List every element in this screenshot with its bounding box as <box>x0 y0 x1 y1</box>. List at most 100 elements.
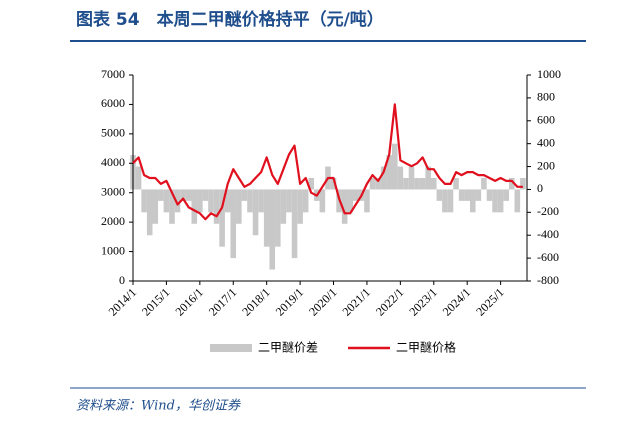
area-bar <box>380 166 387 190</box>
area-bar <box>258 189 264 213</box>
y-tick-label: 1000 <box>101 243 125 257</box>
x-tick-label: 2023/1 <box>406 285 439 318</box>
area-bar <box>163 189 170 213</box>
area-bar <box>286 189 292 213</box>
y-tick-label: 6000 <box>101 96 125 110</box>
y-tick-label: 5000 <box>101 126 125 140</box>
area-bar <box>291 189 298 259</box>
x-tick-label: 2016/1 <box>172 285 205 318</box>
area-bar <box>269 189 276 270</box>
area-bar <box>330 178 337 190</box>
area-bar <box>308 178 315 190</box>
price-line <box>132 103 523 221</box>
area-bar <box>397 166 404 190</box>
x-tick-label: 2017/1 <box>206 285 239 318</box>
y2-tick-label: -600 <box>537 250 559 264</box>
source: 资料来源：Wind，华创证券 <box>76 399 241 414</box>
area-bar <box>436 189 443 201</box>
y-tick-label: 3000 <box>101 184 125 198</box>
area-bar <box>197 189 203 213</box>
x-tick-label: 2022/1 <box>373 285 406 318</box>
area-bar <box>469 189 476 213</box>
area-bar <box>375 178 381 190</box>
area-bar <box>464 189 470 201</box>
y2-tick-label: 400 <box>537 135 555 149</box>
legend-label: 二甲醚价格 <box>396 340 456 355</box>
x-tick-label: 2019/1 <box>273 285 306 318</box>
area-bar <box>475 189 482 201</box>
area-bar <box>146 189 153 236</box>
area-bar <box>442 189 448 213</box>
area-bar <box>174 189 181 213</box>
area-bar <box>508 178 515 190</box>
area-bar <box>152 189 159 224</box>
y-tick-label: 0 <box>119 273 125 287</box>
y-tick-label: 7000 <box>101 67 125 81</box>
area-bar <box>425 166 431 190</box>
y2-tick-label: -400 <box>537 227 559 241</box>
area-bar <box>364 189 370 213</box>
x-tick-label: 2025/1 <box>473 285 506 318</box>
area-bar <box>386 155 393 190</box>
area-bar <box>419 178 426 190</box>
legend-swatch <box>210 344 252 352</box>
area-bar <box>224 189 231 213</box>
x-tick-label: 2015/1 <box>139 285 172 318</box>
area-bar <box>208 189 214 213</box>
area-bar <box>514 189 521 213</box>
area-bar <box>141 189 147 213</box>
y2-tick-label: 200 <box>537 158 555 172</box>
area-bar <box>458 189 465 201</box>
area-bar <box>492 189 498 213</box>
area-bar <box>158 189 164 201</box>
area-bar <box>414 178 420 190</box>
y-tick-label: 2000 <box>101 214 125 228</box>
area-bar <box>497 189 504 213</box>
area-bar <box>319 189 326 213</box>
area-bar <box>347 189 354 213</box>
y2-tick-label: -200 <box>537 204 559 218</box>
y2-tick-label: 800 <box>537 90 555 104</box>
x-tick-label: 2021/1 <box>340 285 373 318</box>
y2-tick-label: -800 <box>537 273 559 287</box>
area-bar <box>169 189 175 224</box>
area-bar <box>275 189 281 247</box>
y2-tick-label: 0 <box>537 181 543 195</box>
area-bar <box>191 189 198 224</box>
area-bar <box>520 178 526 190</box>
area-bar <box>302 189 309 213</box>
area-bar <box>369 178 376 190</box>
area-bar <box>280 189 287 224</box>
area-bar <box>408 166 415 190</box>
x-tick-label: 2014/1 <box>106 285 139 318</box>
area-bar <box>230 189 237 259</box>
x-tick-label: 2018/1 <box>239 285 272 318</box>
area-bar <box>447 189 454 213</box>
area-bar <box>241 189 248 201</box>
area-bar <box>219 189 225 247</box>
legend-label: 二甲醚价差 <box>258 341 318 355</box>
area-bar <box>430 178 437 190</box>
area-bar <box>486 189 493 201</box>
area-bar <box>213 189 220 224</box>
area-bar <box>180 189 186 201</box>
y-tick-label: 4000 <box>101 155 125 169</box>
area-bar <box>341 189 348 224</box>
chart-title: 图表 54 本周二甲醚价格持平（元/吨） <box>76 9 384 30</box>
area-bar <box>252 189 259 236</box>
area-bar <box>135 166 142 190</box>
area-bar <box>236 189 242 224</box>
y2-tick-label: 1000 <box>537 67 561 81</box>
area-bar <box>453 178 459 190</box>
area-bar <box>202 189 209 201</box>
area-bar <box>247 189 253 213</box>
x-tick-label: 2020/1 <box>306 285 339 318</box>
area-bar <box>392 143 398 190</box>
y2-tick-label: 600 <box>537 113 555 127</box>
area-bar <box>481 178 487 190</box>
area-bar <box>297 189 303 224</box>
plot: 01000200030004000500060007000-800-600-40… <box>101 67 561 355</box>
area-bar <box>403 178 409 190</box>
area-bar <box>353 189 359 201</box>
